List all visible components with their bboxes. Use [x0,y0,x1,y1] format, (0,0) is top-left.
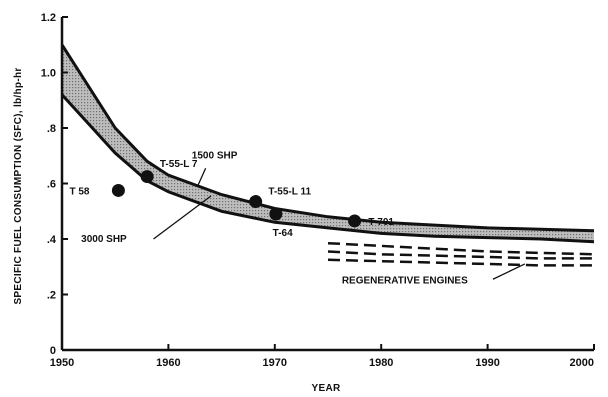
annotation-leader [492,263,526,280]
band-upper-edge [60,43,595,233]
leader-lines [153,167,526,280]
sfc-band-layer [60,43,595,244]
x-tick-label: 1990 [475,357,499,369]
x-axis-title: YEAR [312,383,341,394]
engine-point-label: T-55-L 11 [268,187,311,198]
axes [60,17,594,352]
x-tick-label: 2000 [570,357,594,369]
band-label: 1500 SHP [192,151,238,162]
y-tick-label: 1.2 [41,12,56,24]
y-tick-label: .2 [47,290,56,302]
regenerative-lines [327,241,595,267]
x-tick-label: 1960 [156,357,180,369]
regenerative-engine-line [327,258,594,267]
engine-point [348,214,362,228]
engine-point-label: T 58 [69,187,89,198]
engine-point [111,183,125,197]
x-tick-label: 1980 [369,357,393,369]
y-tick-label: 1.0 [41,68,56,80]
engine-point-label: T-64 [273,228,293,239]
regenerative-engine-line [327,250,594,260]
engine-point [140,170,154,184]
sfc-band [62,44,594,242]
engine-point-label: T-701 [368,217,394,228]
regenerative-engine-line [327,241,595,256]
engine-point [249,195,263,209]
y-tick-label: .6 [47,179,56,191]
annotation-label: REGENERATIVE ENGINES [342,275,468,286]
engine-point [269,207,283,221]
band-label-leader [197,167,207,186]
y-tick-label: .8 [47,123,56,135]
x-tick-label: 1950 [50,357,74,369]
y-tick-label: .4 [47,234,57,246]
x-tick-label: 1970 [263,357,287,369]
band-label: 3000 SHP [81,234,127,245]
engine-point-label: T-55-L 7 [160,159,198,170]
chart-labels: T 58 T-55-L 7 T-55-L 11 T-64 T-701 1500 SHP 30… [69,151,468,287]
tick-layer: 0 .2 .4 .6 .8 1.0 1.2 1950 1960 1970 1980 1990 2000 [41,12,595,369]
band-label-leader [153,195,212,240]
y-tick-label: 0 [50,345,56,357]
engine-points [111,170,362,228]
y-axis-title: SPECIFIC FUEL CONSUMPTION (SFC), lb/hp-h… [13,67,24,304]
